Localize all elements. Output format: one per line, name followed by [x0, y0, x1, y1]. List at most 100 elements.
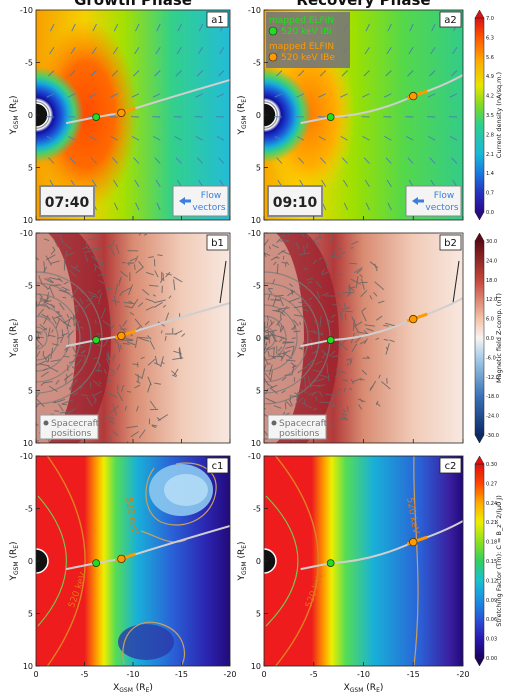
- spacecraft-position: [255, 206, 261, 210]
- spacecraft-position: [42, 223, 52, 228]
- panel-label: c2: [445, 461, 457, 472]
- colorbar-a: 0.00.71.42.12.83.54.24.95.66.37.0Current…: [475, 10, 503, 220]
- spacecraft-position: [28, 425, 31, 430]
- spacecraft-position: [274, 223, 277, 224]
- flow-legend-label: vectors: [192, 203, 226, 213]
- colorbar-tick-label: 7.0: [486, 16, 494, 22]
- spacecraft-position: [95, 370, 102, 371]
- y-tick-label: 10: [23, 439, 33, 448]
- spacecraft-position: [274, 347, 275, 358]
- spacecraft-position: [258, 320, 260, 324]
- colorbar-gradient: [475, 18, 484, 212]
- legend-entry: mapped ELFIN: [269, 42, 334, 52]
- y-axis-label: YGSM (RE): [237, 95, 248, 135]
- spacecraft-position: [28, 379, 30, 387]
- y-axis-label: YGSM (RE): [9, 541, 20, 581]
- footpoint-520kev-ibi: [93, 114, 100, 121]
- spacecraft-position: [32, 413, 36, 417]
- legend-entry: 520 keV IBe: [281, 53, 335, 63]
- y-axis-label: YGSM (RE): [9, 318, 20, 358]
- spacecraft-position: [256, 254, 259, 257]
- spacecraft-position: [0, 239, 9, 242]
- spacecraft-position: [22, 299, 28, 302]
- spacecraft-position: [11, 270, 15, 275]
- footpoint-520kev-ibe: [409, 538, 417, 546]
- spacecraft-position: [28, 398, 37, 400]
- y-tick-label: -5: [25, 59, 33, 68]
- spacecraft-position: [243, 432, 244, 435]
- colorbar-min-arrow: [475, 658, 484, 666]
- spacecraft-position: [290, 444, 296, 446]
- spacecraft-position: [235, 204, 240, 206]
- colorbar-min-arrow: [475, 212, 484, 220]
- y-tick-label: -5: [25, 505, 33, 514]
- spacecraft-position: [30, 363, 33, 372]
- x-tick-label: -20: [456, 670, 469, 679]
- colorbar-label: Current density (nA/sq.m.): [495, 72, 503, 158]
- x-tick-label: -15: [175, 670, 188, 679]
- panel-label: a1: [211, 15, 224, 26]
- footpoint-520kev-ibi: [327, 114, 334, 121]
- spacecraft-position: [11, 242, 15, 246]
- colorbar-tick-label: 0.27: [486, 481, 497, 487]
- spacecraft-position: [260, 196, 261, 199]
- spacecraft-position: [244, 264, 248, 268]
- x-tick-label: -15: [407, 670, 420, 679]
- panel-label: a2: [444, 15, 457, 26]
- spacecraft-position: [245, 207, 252, 212]
- spacecraft-position: [297, 449, 304, 455]
- spacecraft-position: [233, 475, 241, 479]
- heatmap-background: [264, 456, 463, 666]
- colorbar-tick-label: 0.00: [486, 656, 497, 662]
- y-tick-label: 0: [256, 334, 261, 343]
- colorbar-gradient: [475, 464, 484, 658]
- column-title: Recovery Phase: [296, 0, 430, 9]
- spacecraft-legend-label: positions: [279, 429, 320, 439]
- footpoint-520kev-ibe: [409, 92, 417, 100]
- spacecraft-position: [253, 298, 254, 304]
- colorbar-max-arrow: [475, 233, 484, 241]
- spacecraft-position: [240, 298, 249, 305]
- spacecraft-position: [66, 224, 70, 232]
- colorbar-tick-label: 0.0: [486, 336, 494, 342]
- time-label: 07:40: [45, 195, 90, 211]
- spacecraft-position: [9, 223, 18, 224]
- spacecraft-legend-label: positions: [51, 429, 92, 439]
- spacecraft-position: [257, 248, 261, 255]
- stretch-low: [118, 624, 174, 660]
- colorbar-tick-label: 6.0: [486, 317, 494, 323]
- spacecraft-position: [49, 447, 52, 448]
- colorbar-tick-label: 0.03: [486, 637, 497, 643]
- y-tick-label: -5: [253, 59, 261, 68]
- spacecraft-position: [308, 446, 320, 447]
- colorbar-tick-label: 30.0: [486, 239, 497, 245]
- spacecraft-position: [246, 288, 248, 290]
- spacecraft-position: [0, 464, 1, 469]
- spacecraft-position: [327, 363, 328, 374]
- y-tick-label: -5: [253, 505, 261, 514]
- spacecraft-position: [290, 397, 291, 400]
- footpoint-520kev-ibe: [409, 315, 417, 323]
- y-tick-label: 5: [256, 610, 261, 619]
- spacecraft-position: [0, 226, 5, 228]
- spacecraft-position: [252, 268, 257, 274]
- y-tick-label: -10: [20, 452, 33, 461]
- spacecraft-position: [17, 239, 18, 247]
- spacecraft-position: [285, 402, 286, 409]
- colorbar-tick-label: 4.2: [486, 94, 494, 100]
- y-tick-label: 0: [256, 557, 261, 566]
- spacecraft-position: [24, 381, 26, 385]
- spacecraft-position: [6, 422, 11, 431]
- spacecraft-position: [25, 304, 29, 309]
- x-tick-label: -5: [310, 670, 318, 679]
- x-tick-label: -10: [357, 670, 370, 679]
- spacecraft-position: [16, 477, 18, 482]
- colorbar-tick-label: 4.9: [486, 74, 494, 80]
- spacecraft-position: [7, 190, 9, 201]
- spacecraft-position: [247, 274, 248, 282]
- spacecraft-position: [0, 181, 3, 183]
